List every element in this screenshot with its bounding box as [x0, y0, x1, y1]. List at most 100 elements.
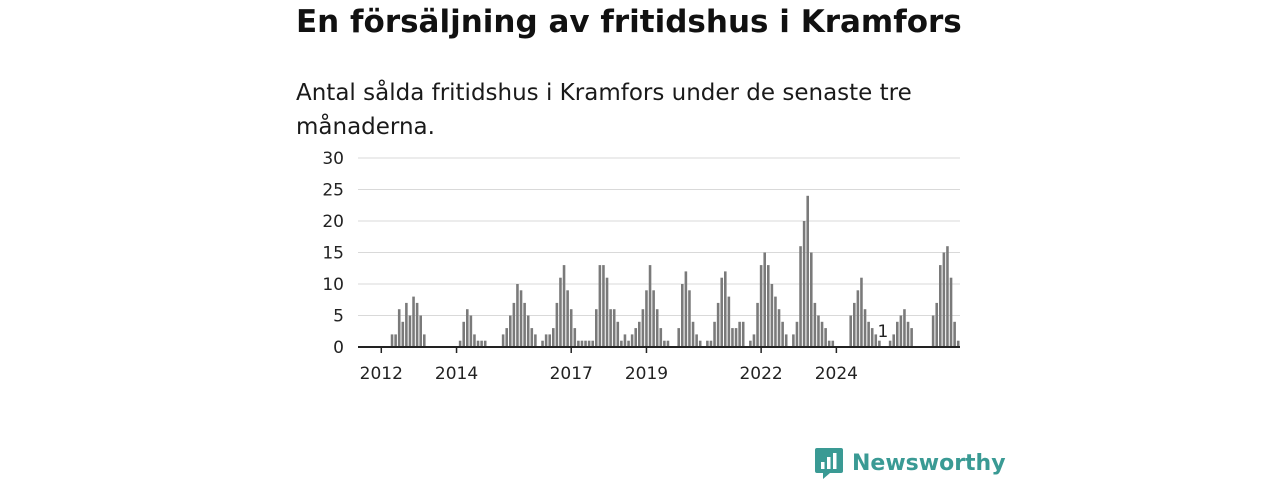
bar	[562, 265, 566, 347]
bar	[810, 252, 813, 347]
bar	[555, 302, 559, 347]
bar	[405, 302, 408, 347]
newsworthy-logo: Newsworthy	[814, 446, 1006, 480]
bar	[509, 315, 512, 347]
bar	[709, 340, 713, 347]
bar	[620, 340, 623, 347]
bar	[681, 284, 684, 347]
newsworthy-logo-icon	[815, 448, 843, 479]
bar	[741, 321, 745, 347]
bar	[874, 334, 878, 347]
bar	[770, 284, 774, 347]
bar	[390, 334, 394, 347]
bar	[956, 340, 960, 347]
bar	[394, 334, 397, 347]
x-tick-label: 2024	[815, 364, 858, 384]
y-tick-label: 20	[322, 212, 344, 232]
bar	[878, 340, 881, 347]
bar	[566, 290, 569, 347]
bar	[738, 321, 741, 347]
x-tick-label: 2012	[360, 364, 403, 384]
bar	[720, 277, 723, 347]
bar	[863, 309, 867, 347]
bar	[408, 315, 412, 347]
bar	[652, 290, 655, 347]
bar	[795, 321, 799, 347]
bar	[641, 309, 645, 347]
bar	[817, 315, 820, 347]
bar	[946, 246, 949, 347]
bar	[483, 340, 487, 347]
bar	[512, 302, 516, 347]
bar	[573, 328, 577, 347]
chart-title: En försäljning av fritidshus i Kramfors	[296, 4, 962, 40]
bar	[856, 290, 860, 347]
chart-subtitle: Antal sålda fritidshus i Kramfors under …	[296, 80, 912, 140]
bar	[860, 277, 863, 347]
bar	[462, 321, 465, 347]
bar	[749, 340, 752, 347]
highlight-data-label: 1	[878, 322, 889, 342]
bar	[939, 265, 942, 347]
bar	[476, 340, 480, 347]
bar	[806, 195, 809, 347]
x-tick-label: 2014	[435, 364, 478, 384]
bar	[695, 334, 698, 347]
bar	[505, 328, 508, 347]
bar	[763, 252, 766, 347]
bar	[663, 340, 666, 347]
bar	[910, 328, 913, 347]
y-tick-label: 10	[322, 275, 344, 295]
bar	[523, 302, 526, 347]
bar	[595, 309, 598, 347]
bar	[609, 309, 612, 347]
bar	[645, 290, 648, 347]
bar	[827, 340, 831, 347]
bar	[516, 284, 519, 347]
bar	[598, 265, 602, 347]
bar	[401, 321, 405, 347]
bar	[534, 334, 537, 347]
bar	[931, 315, 935, 347]
x-tick-label: 2017	[550, 364, 593, 384]
bar	[519, 290, 523, 347]
bar	[935, 302, 938, 347]
bar	[724, 271, 727, 347]
bar	[899, 315, 903, 347]
bar	[552, 328, 555, 347]
bar	[799, 246, 802, 347]
bar	[792, 334, 795, 347]
bar	[734, 328, 738, 347]
bar	[853, 302, 856, 347]
bar	[731, 328, 734, 347]
bar	[612, 309, 616, 347]
bar	[870, 328, 874, 347]
bar	[759, 265, 763, 347]
bar	[784, 334, 788, 347]
bar	[630, 334, 634, 347]
x-tick-label: 2019	[625, 364, 668, 384]
bar	[903, 309, 906, 347]
bar	[953, 321, 956, 347]
bar	[634, 328, 637, 347]
bar	[752, 334, 756, 347]
x-tick-label: 2022	[739, 364, 782, 384]
bar	[569, 309, 573, 347]
bar	[584, 340, 587, 347]
bar	[602, 265, 605, 347]
bar	[587, 340, 591, 347]
y-tick-label: 5	[333, 307, 344, 327]
bar	[942, 252, 946, 347]
bar	[706, 340, 709, 347]
bar	[397, 309, 401, 347]
bar	[666, 340, 670, 347]
bar	[802, 221, 806, 347]
bar	[419, 315, 422, 347]
bar	[544, 334, 548, 347]
bar	[781, 321, 784, 347]
bar	[756, 302, 759, 347]
bar	[867, 321, 870, 347]
y-tick-label: 25	[322, 181, 344, 201]
bar	[688, 290, 691, 347]
bar	[458, 340, 462, 347]
